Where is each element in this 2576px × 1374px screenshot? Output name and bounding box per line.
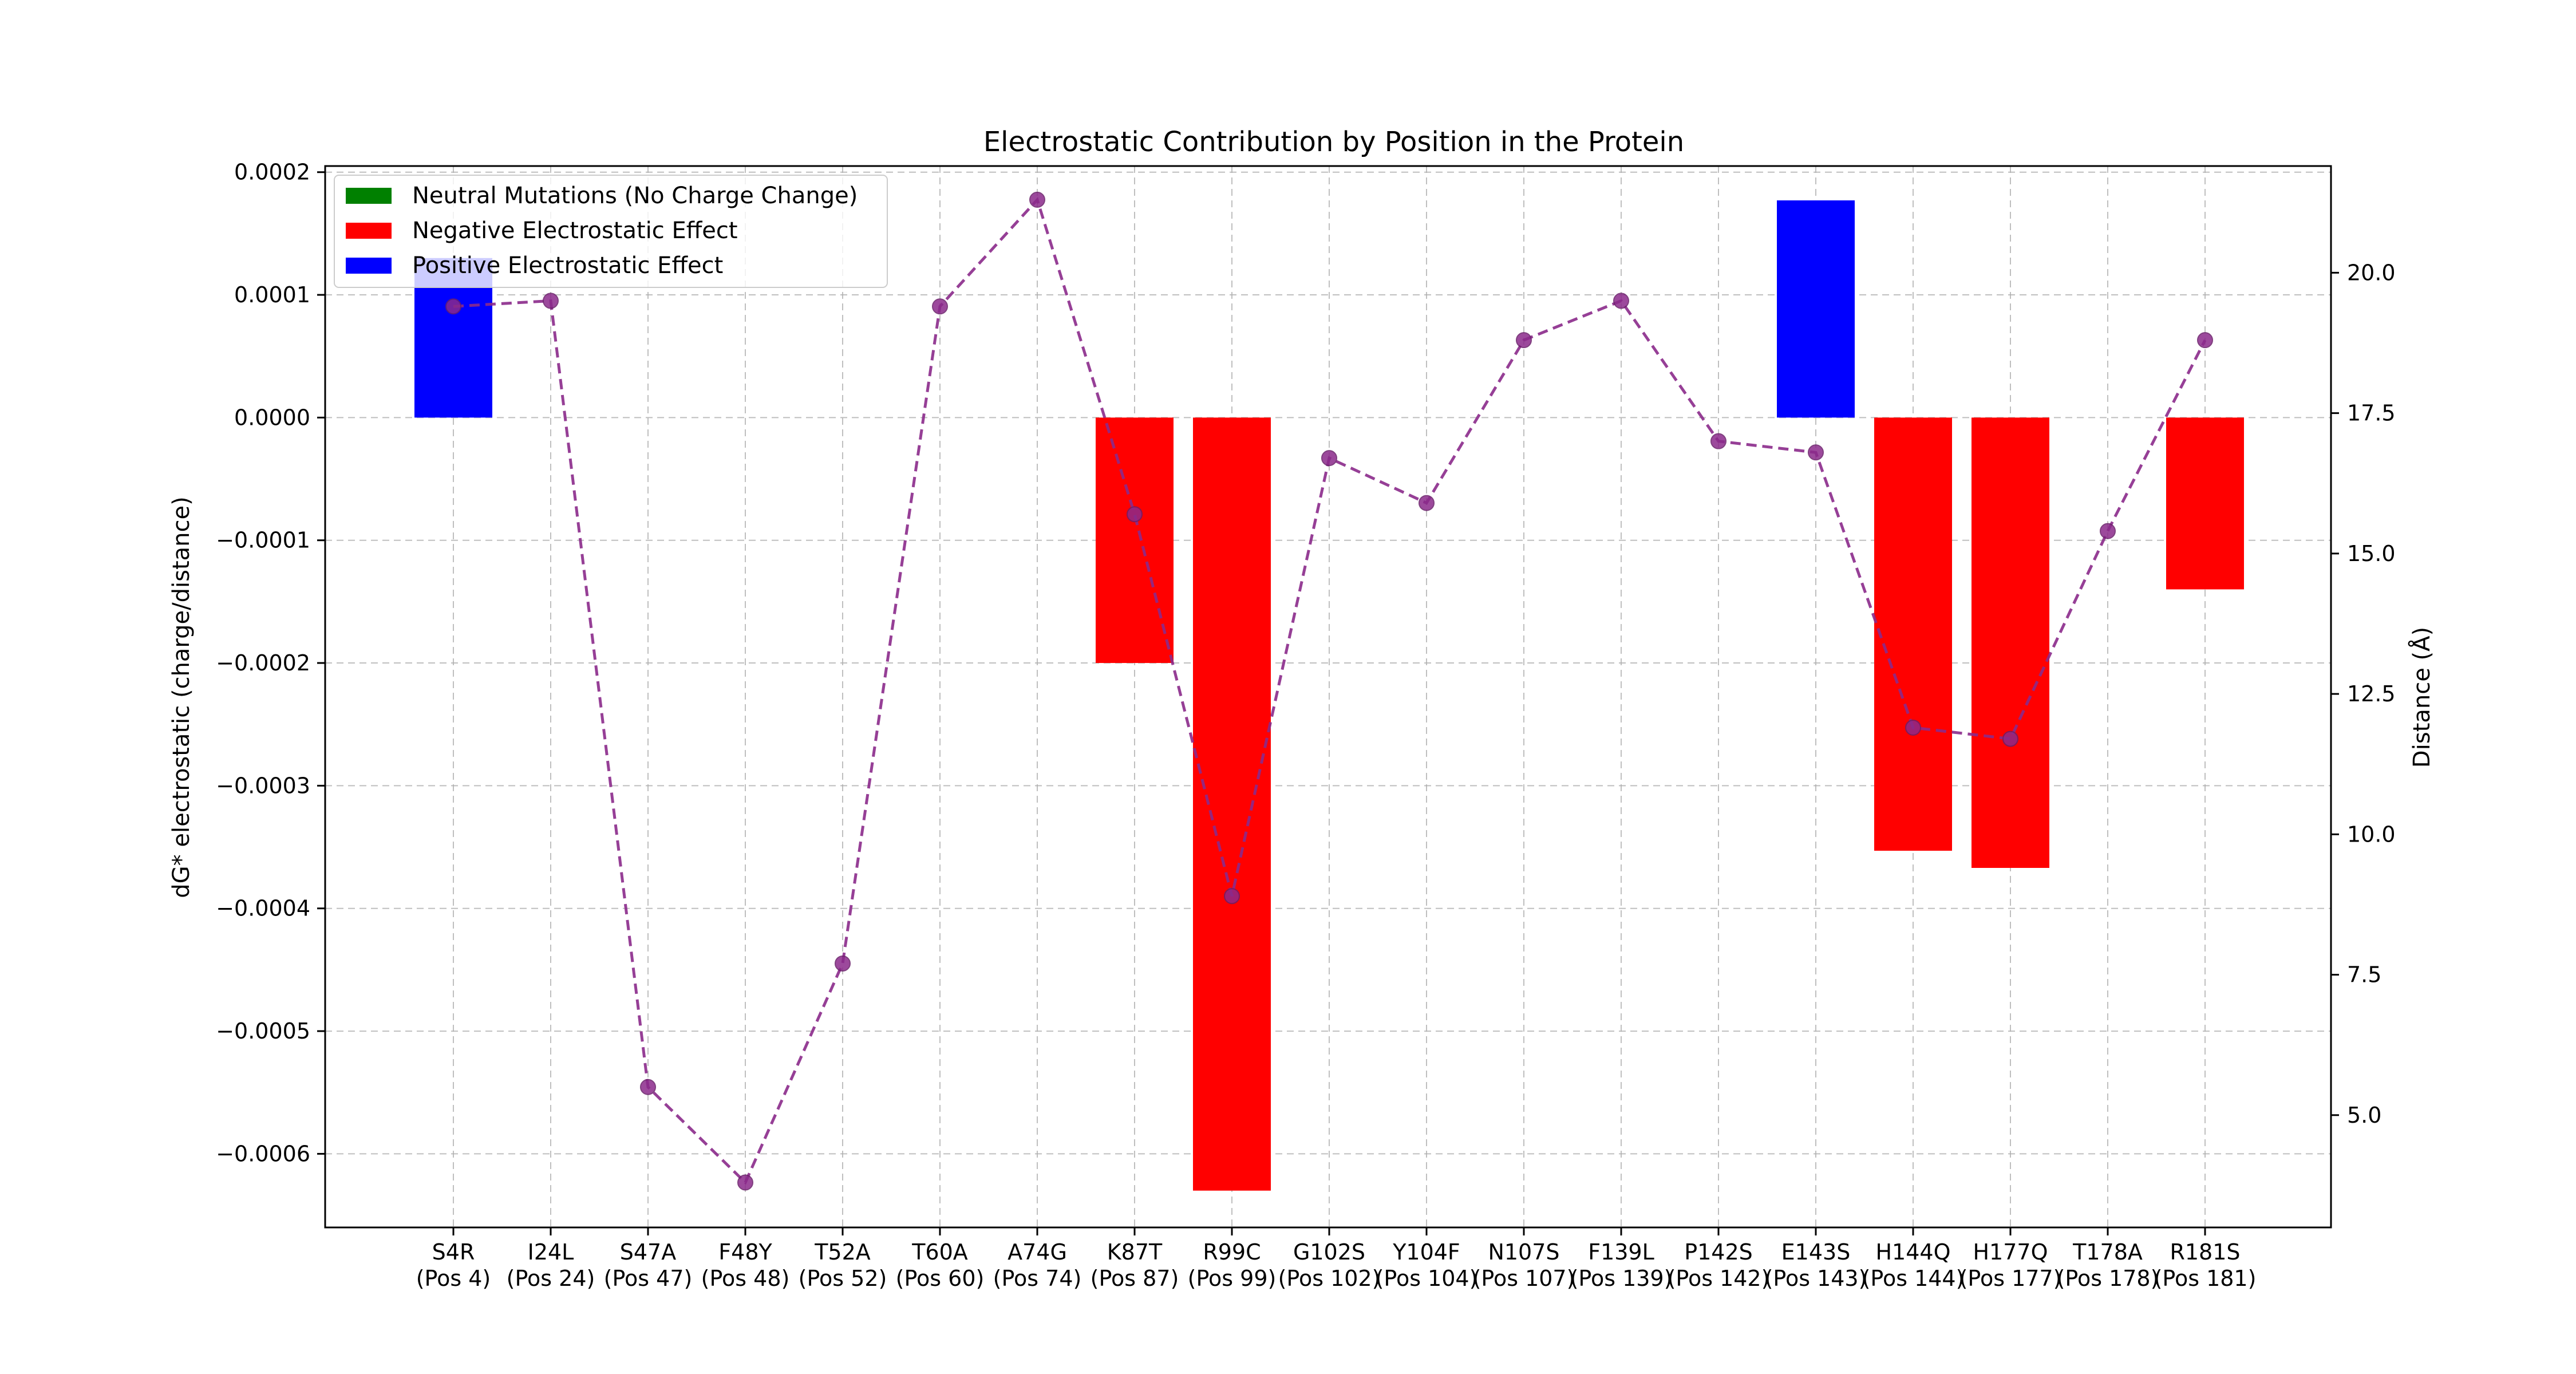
y2-tick-label: 12.5 <box>2347 681 2396 706</box>
distance-point <box>1029 191 1045 208</box>
legend-swatch <box>346 258 392 274</box>
x-tick-label-position: (Pos 99) <box>1188 1266 1277 1291</box>
x-axis: S4R(Pos 4)I24L(Pos 24)S47A(Pos 47)F48Y(P… <box>416 1227 2257 1291</box>
legend-box <box>334 175 888 288</box>
y-tick-label: −0.0006 <box>216 1141 310 1166</box>
x-tick-label-position: (Pos 181) <box>2154 1266 2257 1291</box>
distance-point <box>1710 433 1726 449</box>
y2-tick-label: 15.0 <box>2347 541 2396 566</box>
distance-point <box>1127 506 1143 523</box>
bars <box>414 200 2244 1191</box>
x-tick-label-name: S4R <box>432 1239 475 1265</box>
x-tick-label-name: F48Y <box>718 1239 772 1265</box>
legend-swatch <box>346 188 392 204</box>
x-tick-label-name: S47A <box>620 1239 676 1265</box>
chart-title: Electrostatic Contribution by Position i… <box>983 126 1684 158</box>
x-tick-label-name: Y104F <box>1392 1239 1460 1265</box>
y-tick-label: −0.0001 <box>216 528 310 553</box>
x-tick-label-name: T60A <box>911 1239 968 1265</box>
x-tick-label-name: R181S <box>2170 1239 2240 1265</box>
x-tick-label-position: (Pos 74) <box>993 1266 1082 1291</box>
distance-point <box>932 298 948 315</box>
x-tick-label-position: (Pos 24) <box>507 1266 595 1291</box>
y-tick-label: −0.0004 <box>216 896 310 921</box>
distance-point <box>445 298 461 315</box>
x-tick-label-name: K87T <box>1107 1239 1163 1265</box>
x-tick-label-name: H177Q <box>1973 1239 2048 1265</box>
distance-point <box>1321 450 1337 467</box>
y2-tick-label: 20.0 <box>2347 260 2396 285</box>
y-tick-label: −0.0005 <box>216 1018 310 1044</box>
x-tick-label-position: (Pos 52) <box>799 1266 887 1291</box>
x-tick-label-name: N107S <box>1488 1239 1559 1265</box>
legend-swatch <box>346 223 392 239</box>
bar <box>2166 417 2244 590</box>
bar <box>1874 417 1952 851</box>
y2-axis-label: Distance (Å) <box>2408 627 2435 768</box>
legend: Neutral Mutations (No Charge Change) Nega… <box>334 175 888 288</box>
x-tick-label-position: (Pos 102) <box>1278 1266 1381 1291</box>
x-tick-label-position: (Pos 48) <box>701 1266 790 1291</box>
x-tick-label-position: (Pos 143) <box>1765 1266 1867 1291</box>
bar <box>1096 417 1174 664</box>
x-tick-label-position: (Pos 87) <box>1091 1266 1179 1291</box>
x-tick-label-position: (Pos 47) <box>604 1266 693 1291</box>
x-tick-label-name: G102S <box>1293 1239 1365 1265</box>
x-tick-label-name: A74G <box>1008 1239 1067 1265</box>
y-tick-label: 0.0000 <box>234 405 310 430</box>
x-tick-label-position: (Pos 104) <box>1376 1266 1478 1291</box>
x-tick-label-position: (Pos 139) <box>1570 1266 1673 1291</box>
x-tick-label-position: (Pos 142) <box>1668 1266 1770 1291</box>
legend-label: Positive Electrostatic Effect <box>412 252 723 279</box>
bar <box>1777 200 1855 418</box>
x-tick-label-position: (Pos 178) <box>2057 1266 2159 1291</box>
y2-tick-label: 10.0 <box>2347 822 2396 847</box>
right-axis: 20.0 17.5 15.0 12.5 10.0 7.5 5.0 <box>2331 260 2396 1128</box>
distance-line <box>445 191 2213 1191</box>
grid <box>325 166 2331 1227</box>
y-axis-label: dG* electrostatic (charge/distance) <box>168 496 195 898</box>
distance-point <box>1808 444 1824 461</box>
x-tick-label-position: (Pos 177) <box>1959 1266 2062 1291</box>
x-tick-label-name: F139L <box>1588 1239 1654 1265</box>
distance-point <box>2100 523 2116 539</box>
x-tick-label-position: (Pos 144) <box>1862 1266 1965 1291</box>
x-tick-label-name: T52A <box>814 1239 871 1265</box>
y-tick-label: −0.0002 <box>216 650 310 676</box>
bar <box>1193 417 1271 1191</box>
distance-point <box>543 293 559 309</box>
x-tick-label-name: H144Q <box>1875 1239 1950 1265</box>
distance-point <box>640 1079 656 1095</box>
left-axis: 0.0002 0.0001 0.0000 −0.0001 −0.0002 −0.0003 −… <box>216 160 325 1166</box>
y-tick-label: 0.0001 <box>234 282 310 307</box>
distance-point <box>737 1174 753 1191</box>
distance-point <box>2002 731 2018 747</box>
y2-tick-label: 17.5 <box>2347 401 2396 426</box>
x-tick-label-position: (Pos 107) <box>1473 1266 1575 1291</box>
x-tick-label-position: (Pos 60) <box>896 1266 985 1291</box>
x-tick-label-position: (Pos 4) <box>416 1266 491 1291</box>
x-tick-label-name: I24L <box>528 1239 574 1265</box>
distance-point <box>1516 332 1532 349</box>
y-tick-label: −0.0003 <box>216 773 310 798</box>
y2-tick-label: 7.5 <box>2347 962 2381 988</box>
distance-point <box>1224 888 1240 905</box>
x-tick-label-name: T178A <box>2072 1239 2143 1265</box>
distance-point <box>2197 332 2213 349</box>
y2-tick-label: 5.0 <box>2347 1103 2381 1128</box>
bar <box>1971 417 2049 868</box>
x-tick-label-name: P142S <box>1684 1239 1753 1265</box>
legend-label: Negative Electrostatic Effect <box>412 218 738 244</box>
distance-point <box>835 955 851 972</box>
distance-point <box>1905 719 1921 736</box>
distance-point <box>1419 495 1435 511</box>
distance-point <box>1613 293 1629 309</box>
x-tick-label-name: E143S <box>1781 1239 1851 1265</box>
y-tick-label: 0.0002 <box>234 160 310 185</box>
legend-label: Neutral Mutations (No Charge Change) <box>412 183 858 209</box>
x-tick-label-name: R99C <box>1203 1239 1261 1265</box>
plot-frame <box>324 165 2332 1229</box>
